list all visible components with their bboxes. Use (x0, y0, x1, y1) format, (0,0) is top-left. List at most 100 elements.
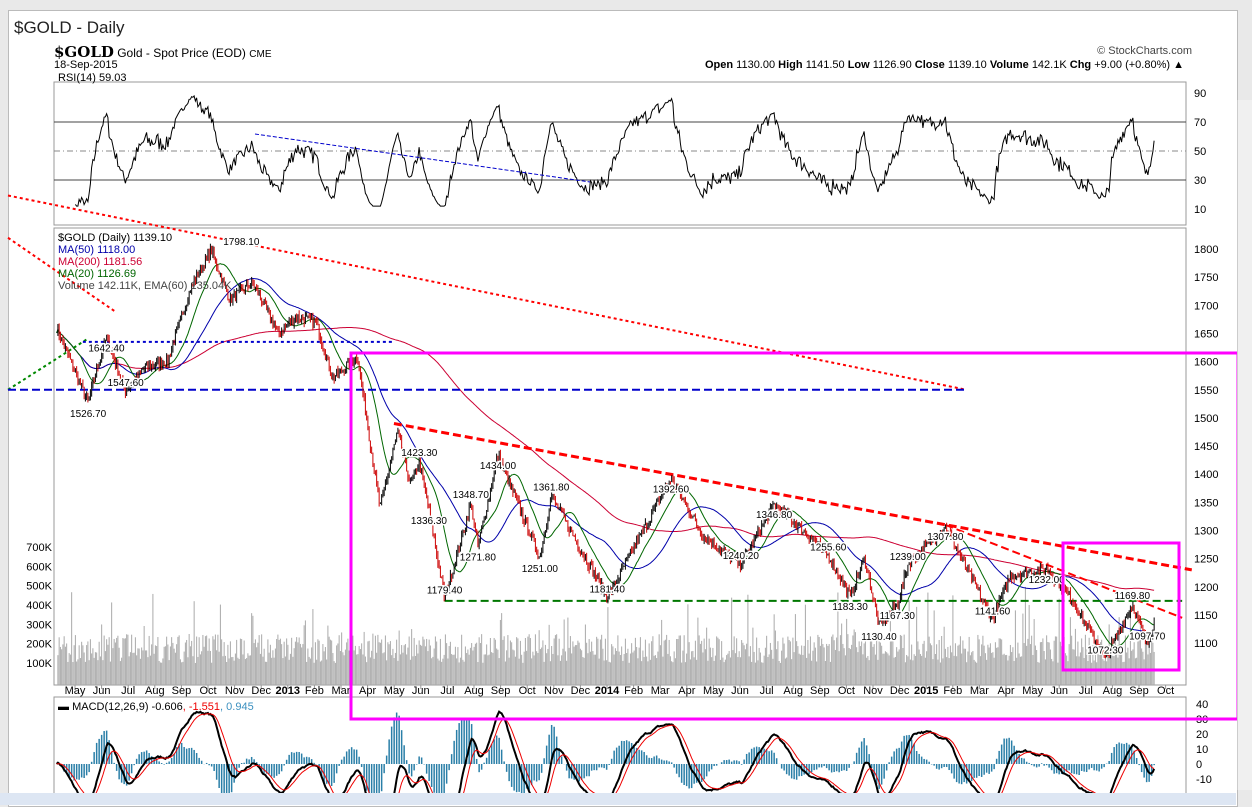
symbol: $GOLD (54, 43, 114, 61)
ma200-line (56, 327, 1155, 591)
price-legend: $GOLD (Daily) 1139.10 (58, 232, 173, 244)
volume-tick-label: 700K (26, 542, 52, 554)
vertical-scrollbar[interactable] (1237, 100, 1252, 790)
volume-tick-label: 100K (26, 658, 52, 670)
trendline-green-uptrend (7, 338, 88, 391)
x-tick-label: Feb (624, 685, 643, 697)
x-tick-label: Jul (440, 685, 454, 697)
price-annotation: 1336.30 (411, 516, 448, 527)
price-annotation: 1547.60 (108, 378, 145, 389)
price-annotation: 1361.80 (533, 483, 570, 494)
x-tick-label: Dec (571, 685, 591, 697)
price-annotation: 1130.40 (861, 632, 897, 643)
chg-value: +9.00 (+0.80%) (1094, 59, 1171, 71)
close-label: Close (914, 59, 945, 71)
price-tick-label: 1300 (1194, 526, 1218, 538)
x-tick-label: Aug (1103, 685, 1123, 697)
high-value: 1141.50 (805, 59, 845, 71)
highlight-box-small (1061, 541, 1181, 672)
x-tick-label: Aug (145, 685, 165, 697)
volume-value: 142.1K (1031, 59, 1067, 71)
x-tick-label: Apr (678, 685, 695, 697)
price-annotation: 1434.00 (480, 461, 517, 472)
trendline-downtrend-2013 (393, 422, 1193, 572)
x-tick-label: Jul (1079, 685, 1093, 697)
ma200-legend: MA(200) 1181.56 (58, 256, 143, 268)
price-annotation: 1167.30 (880, 611, 916, 622)
macd-tick-label: 40 (1196, 699, 1208, 711)
volume-tick-label: 500K (26, 581, 52, 593)
rsi-tick-label: 50 (1194, 146, 1206, 158)
price-annotation: 1239.00 (890, 552, 927, 563)
volume-legend: Volume 142.11K, EMA(60) 135.04K (58, 280, 232, 292)
x-tick-label: 2014 (595, 685, 620, 697)
rsi-tick-label: 70 (1194, 117, 1206, 129)
price-tick-label: 1150 (1194, 610, 1218, 622)
x-tick-label: May (65, 685, 86, 697)
exchange: CME (249, 49, 272, 60)
low-label: Low (847, 59, 870, 71)
price-annotation: 1251.00 (522, 564, 559, 575)
ma50-line (56, 277, 1155, 634)
high-label: High (778, 59, 803, 71)
macd-value: MACD(12,26,9) -0.606 (72, 701, 183, 713)
x-tick-label: Nov (544, 685, 564, 697)
price-tick-label: 1650 (1194, 328, 1218, 340)
rsi-line (74, 94, 1155, 207)
volume-tick-label: 400K (26, 600, 52, 612)
x-tick-label: Dec (251, 685, 271, 697)
close-value: 1139.10 (947, 59, 987, 71)
x-tick-label: Mar (332, 685, 351, 697)
price-annotation: 1642.40 (88, 344, 125, 355)
price-annotation: 1423.30 (401, 448, 438, 459)
ma50-legend: MA(50) 1118.00 (58, 244, 136, 256)
x-tick-label: Feb (943, 685, 962, 697)
x-tick-label: Dec (890, 685, 910, 697)
x-tick-label: May (1022, 685, 1043, 697)
x-tick-label: Oct (1157, 685, 1174, 697)
x-tick-label: 2013 (276, 685, 300, 697)
window-title: $GOLD - Daily (14, 18, 125, 37)
x-tick-label: Sep (172, 685, 192, 697)
price-tick-label: 1100 (1194, 638, 1218, 650)
rsi-trendline (254, 133, 591, 183)
price-annotation: 1798.10 (223, 237, 260, 248)
rsi-legend: RSI(14) 59.03 (58, 72, 127, 84)
horizontal-scrollbar[interactable] (0, 793, 1236, 805)
x-tick-label: Jun (1050, 685, 1068, 697)
x-tick-label: Apr (997, 685, 1014, 697)
x-tick-label: Apr (359, 685, 376, 697)
x-tick-label: Jun (93, 685, 111, 697)
price-tick-label: 1550 (1194, 385, 1218, 397)
macd-hist-value: , 0.945 (220, 701, 254, 713)
ohlc-summary: Open 1130.00 High 1141.50 Low 1126.90 Cl… (704, 59, 1184, 71)
price-annotation: 1526.70 (70, 409, 107, 420)
chg-label: Chg (1069, 59, 1092, 71)
price-tick-label: 1250 (1194, 554, 1218, 566)
x-tick-label: Jul (760, 685, 774, 697)
price-tick-label: 1450 (1194, 441, 1218, 453)
price-panel (53, 227, 1187, 686)
volume-tick-label: 600K (26, 561, 52, 573)
ma20-legend: MA(20) 1126.69 (58, 268, 137, 280)
rsi-tick-label: 30 (1194, 175, 1206, 187)
rsi-tick-label: 10 (1194, 204, 1206, 216)
price-annotation: 1169.80 (1115, 591, 1151, 602)
copyright: © StockCharts.com (1097, 45, 1192, 57)
macd-tick-label: -10 (1196, 774, 1212, 786)
price-annotation: 1307.80 (927, 532, 964, 543)
x-tick-label: Mar (651, 685, 670, 697)
chart-header: $GOLD Gold - Spot Price (EOD) CME (54, 43, 272, 61)
x-tick-label: Oct (519, 685, 536, 697)
macd-tick-label: 0 (1196, 759, 1202, 771)
low-value: 1126.90 (872, 59, 912, 71)
price-annotation: 1179.40 (427, 585, 463, 596)
x-tick-label: Sep (491, 685, 511, 697)
macd-legend: ▬ MACD(12,26,9) -0.606, -1.551, 0.945 (58, 701, 254, 713)
price-annotation: 1346.80 (756, 510, 793, 521)
price-annotation: 1141.60 (975, 607, 1011, 618)
rsi-panel (53, 81, 1187, 226)
open-label: Open (704, 59, 734, 71)
macd-tick-label: 10 (1196, 744, 1208, 756)
volume-tick-label: 300K (26, 619, 52, 631)
